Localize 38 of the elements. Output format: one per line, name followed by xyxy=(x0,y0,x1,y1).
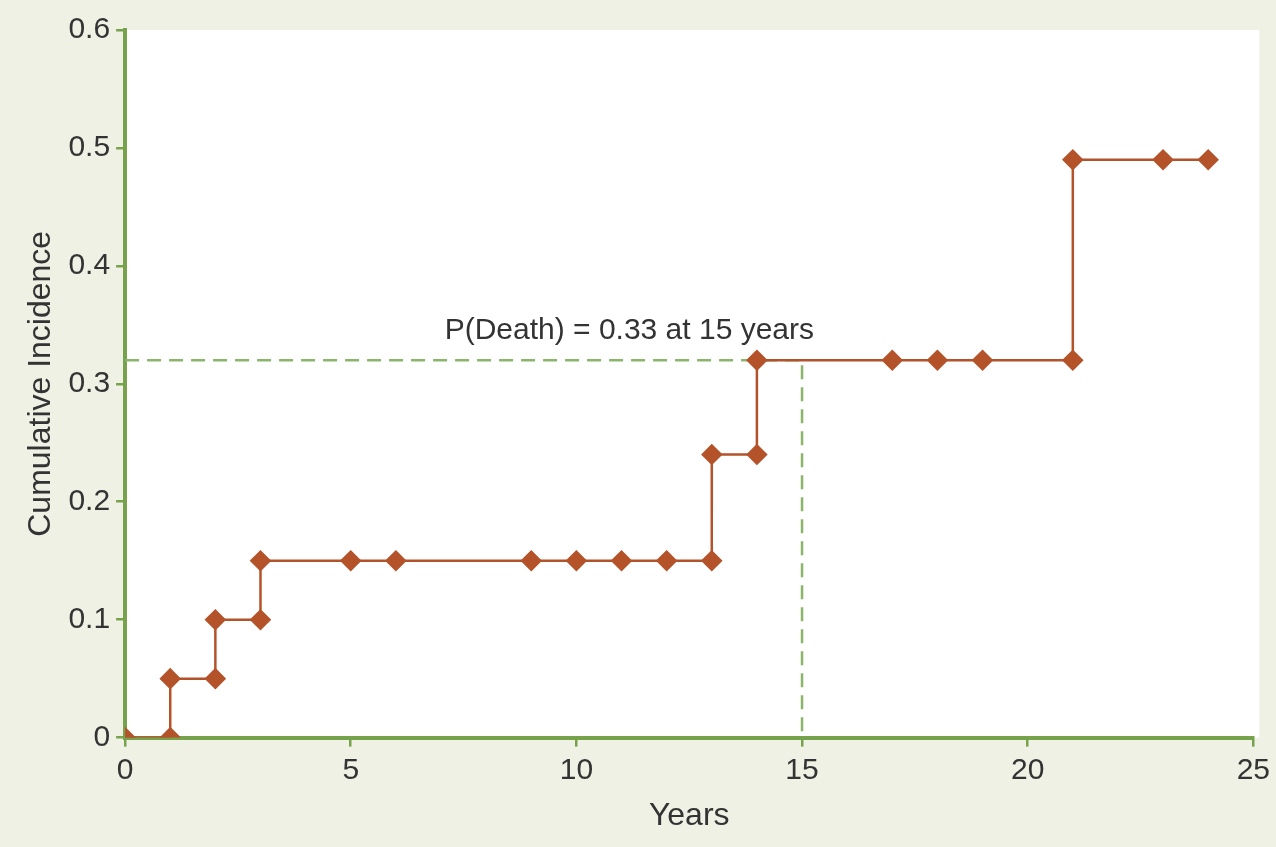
point xyxy=(611,550,632,571)
point xyxy=(566,550,587,571)
point xyxy=(205,609,226,630)
point xyxy=(250,550,271,571)
point xyxy=(882,349,903,371)
y-tick-label: 0.3 xyxy=(68,365,111,399)
y-tick-label: 0.2 xyxy=(68,483,111,516)
point xyxy=(1062,349,1084,371)
point xyxy=(205,668,226,689)
x-tick-label: 25 xyxy=(1236,751,1270,785)
x-tick-label: 10 xyxy=(559,751,594,785)
y-tick-label: 0.4 xyxy=(68,247,111,281)
annotation: P(Death) = 0.33 at 15 years xyxy=(444,312,815,346)
point xyxy=(250,609,271,630)
point xyxy=(1062,149,1084,170)
x-tick-label: 5 xyxy=(342,751,360,785)
point xyxy=(1197,149,1219,170)
x-tick-label: 15 xyxy=(785,751,819,785)
point xyxy=(159,668,181,689)
point xyxy=(701,444,723,465)
y-axis-title: Cumulative Incidence xyxy=(21,230,58,537)
point xyxy=(746,349,768,371)
point xyxy=(340,550,361,571)
x-tick-label: 20 xyxy=(1010,751,1045,785)
point xyxy=(1152,149,1174,170)
point xyxy=(385,550,407,571)
point xyxy=(701,550,723,571)
x-tick-label: 0 xyxy=(116,751,134,785)
point xyxy=(656,550,677,571)
point xyxy=(521,550,542,571)
point xyxy=(927,349,948,371)
point xyxy=(972,349,993,371)
y-tick-label: 0.5 xyxy=(68,129,111,163)
y-tick-label: 0 xyxy=(93,718,111,752)
point xyxy=(746,444,768,465)
y-tick-label: 0.1 xyxy=(68,600,111,634)
x-axis-title: Years xyxy=(648,795,730,832)
y-tick-label: 0.6 xyxy=(68,11,111,45)
